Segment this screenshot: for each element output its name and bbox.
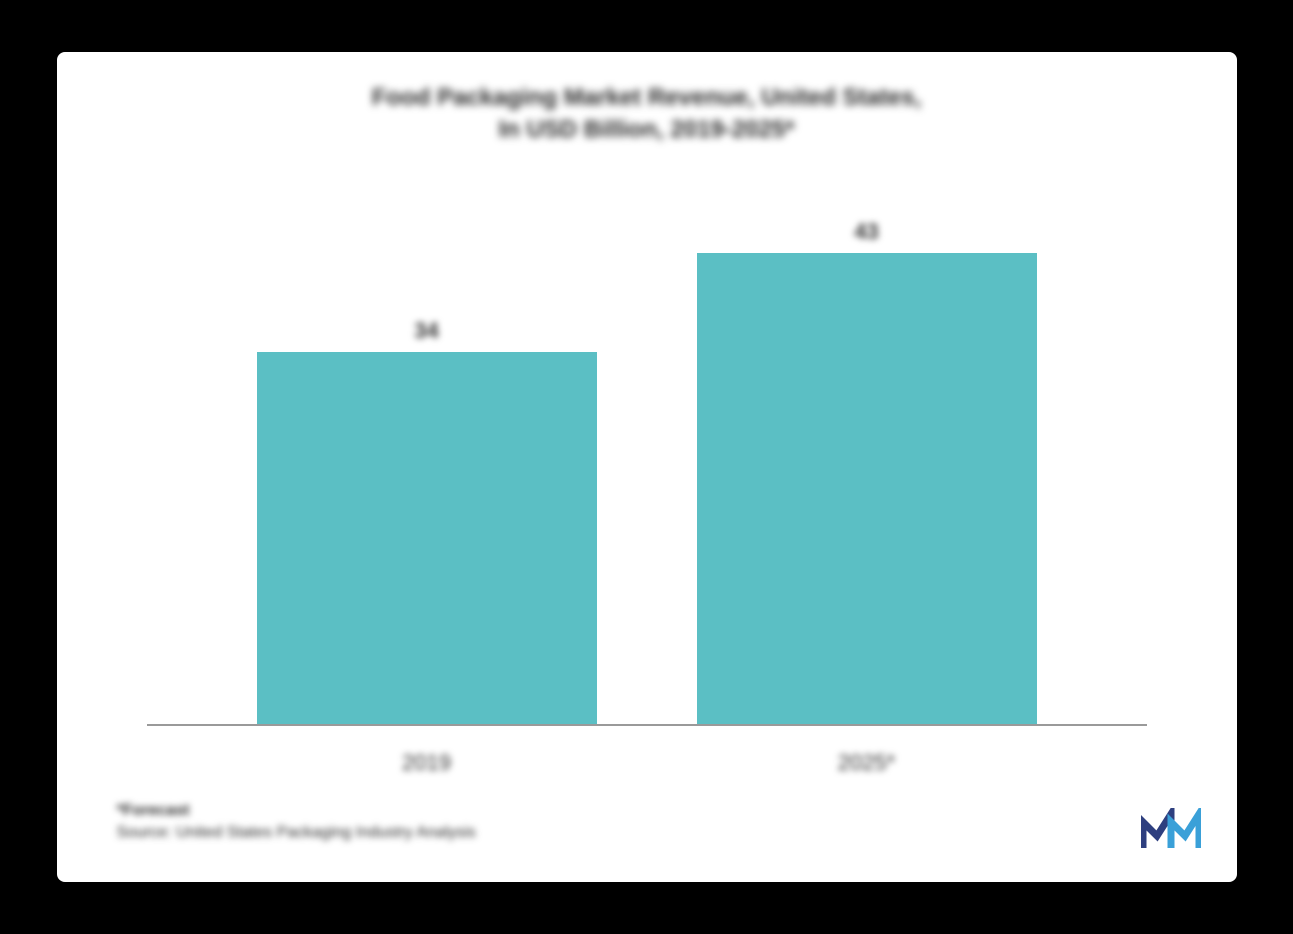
chart-title: Food Packaging Market Revenue, United St…: [107, 82, 1187, 147]
x-label: 2025*: [697, 750, 1037, 776]
x-label: 2019: [257, 750, 597, 776]
bar-fill: [697, 253, 1037, 724]
title-line-1: Food Packaging Market Revenue, United St…: [107, 82, 1187, 114]
bar-2019: 34: [257, 352, 597, 724]
forecast-note: *Forecast: [117, 802, 1187, 820]
bar-fill: [257, 352, 597, 724]
bar-value-label: 34: [257, 318, 597, 344]
chart-card: Food Packaging Market Revenue, United St…: [57, 52, 1237, 882]
source-text: Source: United States Packaging Industry…: [117, 824, 1187, 842]
plot-region: 34 43: [147, 177, 1147, 726]
chart-area: 34 43 2019 2025*: [147, 177, 1147, 796]
mordor-logo-icon: [1141, 808, 1201, 852]
x-axis-labels: 2019 2025*: [147, 736, 1147, 796]
bar-2025: 43: [697, 253, 1037, 724]
bar-value-label: 43: [697, 219, 1037, 245]
title-line-2: In USD Billion, 2019-2025*: [107, 114, 1187, 146]
source-footer: *Forecast Source: United States Packagin…: [107, 802, 1187, 842]
